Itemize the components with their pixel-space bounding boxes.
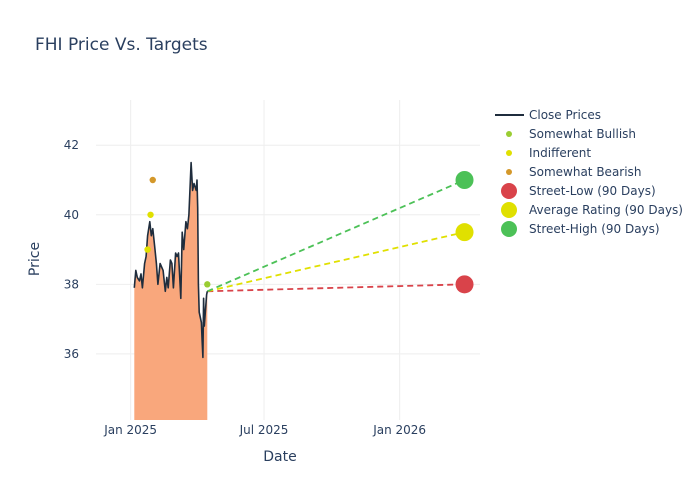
axes: 36 38 40 42 Jan 2025 Jul 2025 Jan 2026 — [64, 138, 426, 437]
legend-item-street-high[interactable]: Street-High (90 Days) — [501, 221, 660, 237]
target-markers — [455, 171, 474, 294]
close-price-area — [134, 162, 208, 420]
legend-label: Close Prices — [529, 108, 601, 122]
legend-item-street-low[interactable]: Street-Low (90 Days) — [501, 183, 656, 199]
close-price-fill — [134, 162, 208, 420]
x-axis-label: Date — [263, 449, 296, 465]
legend[interactable]: Close Prices Somewhat Bullish Indifferent S… — [495, 108, 683, 237]
legend-swatch-big-dot — [501, 221, 517, 237]
legend-label: Indifferent — [529, 146, 591, 160]
close-price-line — [133, 161, 209, 359]
close-price-line-group — [133, 161, 209, 359]
target-marker-street-low — [455, 275, 474, 294]
y-tick-label: 42 — [64, 138, 79, 152]
y-axis-label: Price — [27, 242, 43, 276]
legend-label: Average Rating (90 Days) — [529, 203, 683, 217]
chart-title: FHI Price Vs. Targets — [35, 35, 208, 55]
target-lines — [206, 179, 465, 293]
target-marker-street-high — [455, 171, 474, 189]
legend-item-somewhat-bullish[interactable]: Somewhat Bullish — [506, 127, 636, 141]
legend-item-somewhat-bearish[interactable]: Somewhat Bearish — [506, 165, 641, 179]
rating-point-somewhat-bullish — [204, 281, 211, 288]
legend-item-close[interactable]: Close Prices — [495, 108, 601, 122]
legend-label: Somewhat Bearish — [529, 165, 641, 179]
x-tick-label: Jul 2025 — [239, 423, 289, 437]
legend-item-indifferent[interactable]: Indifferent — [506, 146, 591, 160]
y-tick-label: 36 — [64, 347, 79, 361]
analyst-rating-points — [144, 176, 211, 288]
x-tick-label: Jan 2025 — [103, 423, 157, 437]
rating-point-indifferent — [147, 211, 154, 218]
target-line-average — [207, 231, 465, 293]
x-tick-label: Jan 2026 — [372, 423, 426, 437]
legend-swatch-small-dot — [506, 169, 512, 175]
target-marker-average — [455, 223, 474, 242]
target-line-street-high — [206, 179, 465, 293]
rating-point-indifferent — [144, 246, 151, 253]
legend-swatch-small-dot — [506, 150, 512, 156]
legend-swatch-small-dot — [506, 131, 512, 137]
legend-swatch-big-dot — [501, 202, 517, 218]
legend-label: Somewhat Bullish — [529, 127, 636, 141]
y-tick-label: 40 — [64, 208, 79, 222]
legend-item-average[interactable]: Average Rating (90 Days) — [501, 202, 683, 218]
target-line-street-low — [207, 283, 465, 293]
legend-label: Street-Low (90 Days) — [529, 184, 656, 198]
legend-swatch-big-dot — [501, 183, 517, 199]
y-tick-label: 38 — [64, 277, 79, 291]
legend-label: Street-High (90 Days) — [529, 222, 660, 236]
rating-point-somewhat-bearish — [149, 176, 156, 184]
